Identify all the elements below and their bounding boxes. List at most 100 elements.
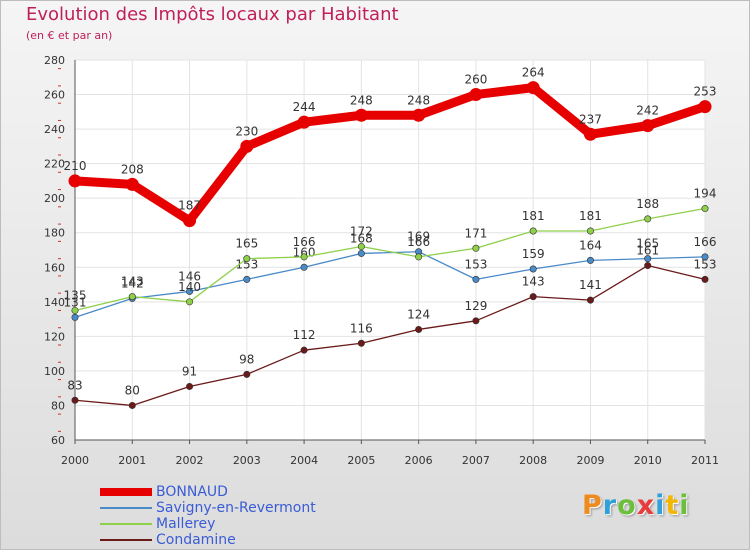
y-tick-label: 80	[51, 399, 65, 412]
data-point	[68, 174, 82, 188]
data-point	[412, 108, 426, 122]
data-label: 181	[522, 209, 545, 223]
data-label: 194	[694, 187, 717, 201]
data-point	[472, 275, 480, 283]
data-label: 164	[579, 238, 602, 252]
data-label: 140	[178, 280, 201, 294]
plot-area	[75, 60, 705, 440]
data-point	[529, 293, 537, 301]
data-point	[701, 205, 709, 213]
x-tick-label: 2008	[519, 454, 547, 467]
data-label: 210	[64, 159, 87, 173]
data-label: 135	[64, 288, 87, 302]
x-tick-label: 2005	[347, 454, 375, 467]
legend-label: Condamine	[156, 532, 236, 548]
legend-swatch	[100, 507, 152, 509]
data-point	[71, 313, 79, 321]
y-tick-label: 140	[44, 296, 65, 309]
x-tick-label: 2007	[462, 454, 490, 467]
data-label: 169	[407, 230, 430, 244]
data-point	[586, 227, 594, 235]
x-tick-label: 2009	[576, 454, 604, 467]
data-point	[529, 265, 537, 273]
data-point	[644, 262, 652, 270]
data-point	[586, 256, 594, 264]
y-tick-label: 260	[44, 89, 65, 102]
data-point	[701, 253, 709, 261]
chart-subtitle: (en € et par an)	[26, 29, 113, 42]
data-point	[243, 275, 251, 283]
data-point	[186, 287, 194, 295]
data-label: 146	[178, 269, 201, 283]
data-point	[357, 243, 365, 251]
x-tick-label: 2006	[405, 454, 433, 467]
data-point	[357, 339, 365, 347]
x-tick-label: 2001	[118, 454, 146, 467]
x-tick-label: 2011	[691, 454, 719, 467]
data-point	[583, 127, 597, 141]
data-label: 172	[350, 225, 373, 239]
data-label: 242	[636, 104, 659, 118]
data-label: 159	[522, 247, 545, 261]
data-point	[128, 401, 136, 409]
legend-swatch	[100, 523, 152, 525]
data-point	[71, 306, 79, 314]
data-point	[300, 346, 308, 354]
legend-label: Savigny-en-Revermont	[156, 500, 316, 516]
data-label: 142	[121, 276, 144, 290]
data-point	[357, 249, 365, 257]
legend-label: BONNAUD	[156, 484, 228, 500]
data-label: 161	[636, 244, 659, 258]
data-point	[641, 119, 655, 133]
data-point	[644, 215, 652, 223]
y-tick-label: 200	[44, 192, 65, 205]
data-label: 244	[293, 100, 316, 114]
y-tick-label: 60	[51, 434, 65, 447]
y-tick-label: 160	[44, 261, 65, 274]
data-point	[128, 293, 136, 301]
data-label: 253	[694, 85, 717, 99]
data-label: 153	[464, 257, 487, 271]
data-label: 116	[350, 321, 373, 335]
data-point	[415, 253, 423, 261]
data-label: 248	[350, 93, 373, 107]
data-label: 230	[235, 124, 258, 138]
data-point	[586, 296, 594, 304]
data-point	[529, 227, 537, 235]
data-label: 141	[579, 278, 602, 292]
data-point	[354, 108, 368, 122]
data-label: 124	[407, 307, 430, 321]
data-point	[469, 88, 483, 102]
y-tick-label: 100	[44, 365, 65, 378]
data-label: 143	[121, 275, 144, 289]
data-point	[186, 298, 194, 306]
data-point	[240, 139, 254, 153]
data-label: 153	[694, 257, 717, 271]
data-point	[701, 275, 709, 283]
series-line-bonnaud	[70, 83, 710, 226]
data-label: 129	[464, 299, 487, 313]
data-point	[698, 100, 712, 114]
data-label: 143	[522, 275, 545, 289]
data-point	[71, 396, 79, 404]
data-point	[300, 263, 308, 271]
data-point	[125, 177, 139, 191]
data-point	[644, 255, 652, 263]
data-label: 208	[121, 162, 144, 176]
data-point	[186, 382, 194, 390]
data-point	[300, 253, 308, 261]
data-point	[526, 81, 540, 95]
x-tick-label: 2010	[634, 454, 662, 467]
data-label: 165	[636, 237, 659, 251]
data-point	[297, 115, 311, 129]
data-label: 112	[293, 328, 316, 342]
series-line-mallerey	[74, 207, 706, 312]
data-label: 166	[694, 235, 717, 249]
chart-title: Evolution des Impôts locaux par Habitant	[26, 4, 399, 25]
x-tick-label: 2004	[290, 454, 318, 467]
y-tick-label: 280	[44, 54, 65, 67]
legend-swatch	[100, 488, 152, 496]
y-tick-label: 180	[44, 227, 65, 240]
data-label: 166	[407, 235, 430, 249]
